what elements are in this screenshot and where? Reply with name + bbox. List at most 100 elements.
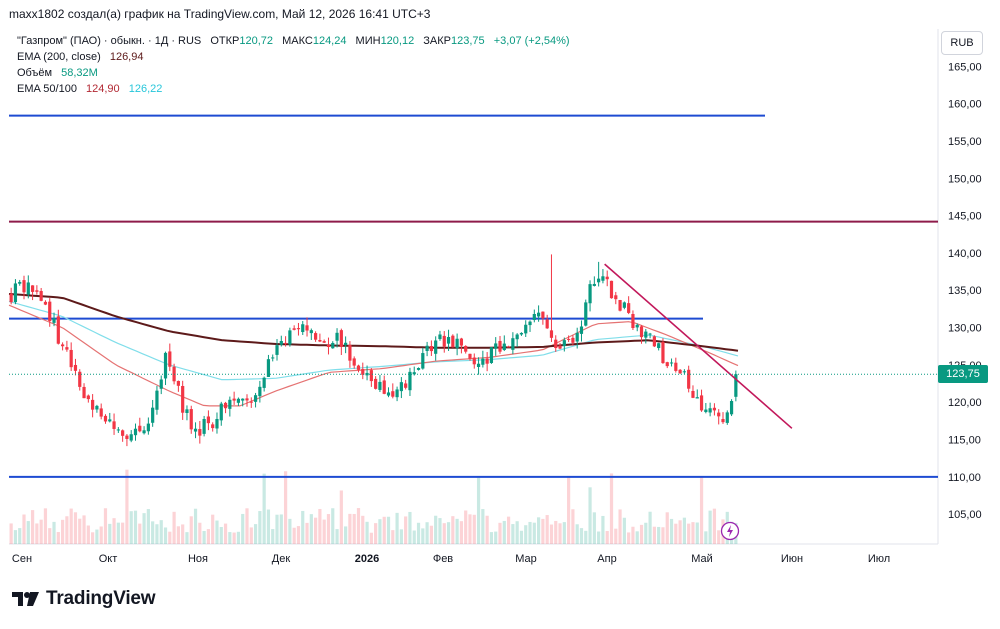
candle-body[interactable] — [605, 276, 609, 280]
candle-body[interactable] — [202, 419, 206, 434]
candle-body[interactable] — [416, 368, 421, 370]
candle-body[interactable] — [717, 412, 721, 417]
candle-body[interactable] — [592, 283, 596, 286]
candle-body[interactable] — [48, 301, 52, 322]
candle-body[interactable] — [193, 428, 198, 432]
candle-body[interactable] — [661, 342, 665, 364]
candle-body[interactable] — [399, 382, 403, 392]
candle-body[interactable] — [541, 311, 545, 319]
candle-body[interactable] — [249, 401, 253, 403]
candle-body[interactable] — [459, 338, 464, 346]
candle-body[interactable] — [729, 401, 734, 415]
candle-body[interactable] — [26, 282, 30, 295]
candle-body[interactable] — [151, 407, 155, 423]
candle-body[interactable] — [116, 429, 120, 431]
candle-body[interactable] — [657, 343, 661, 349]
candle-body[interactable] — [446, 336, 451, 344]
candle-body[interactable] — [155, 390, 159, 410]
candle-body[interactable] — [464, 345, 468, 352]
candle-body[interactable] — [562, 340, 566, 347]
candle-body[interactable] — [601, 276, 605, 281]
candle-body[interactable] — [309, 330, 313, 334]
candle-body[interactable] — [669, 362, 674, 364]
candle-body[interactable] — [206, 416, 211, 424]
candle-body[interactable] — [378, 381, 382, 390]
candle-body[interactable] — [223, 402, 228, 409]
candle-body[interactable] — [95, 405, 99, 410]
candle-body[interactable] — [61, 344, 65, 347]
candle-body[interactable] — [545, 319, 549, 329]
candle-body[interactable] — [262, 377, 266, 388]
candle-body[interactable] — [532, 314, 536, 321]
candle-body[interactable] — [99, 408, 103, 417]
candle-body[interactable] — [22, 280, 26, 293]
candles[interactable] — [9, 254, 738, 447]
price-axis[interactable]: 165,00 160,00 155,00 150,00 145,00 140,00 135,… — [948, 61, 982, 521]
candle-body[interactable] — [198, 429, 202, 436]
candle-body[interactable] — [391, 391, 395, 397]
candle-body[interactable] — [468, 353, 472, 359]
candle-body[interactable] — [725, 412, 729, 423]
candle-body[interactable] — [163, 352, 168, 379]
candle-body[interactable] — [369, 370, 373, 382]
candle-body[interactable] — [112, 421, 116, 429]
candle-body[interactable] — [185, 409, 189, 414]
candle-body[interactable] — [146, 423, 150, 432]
candle-body[interactable] — [78, 371, 82, 387]
candle-body[interactable] — [219, 403, 223, 421]
candle-body[interactable] — [502, 343, 506, 351]
candle-body[interactable] — [301, 324, 305, 333]
candle-body[interactable] — [314, 333, 318, 340]
candle-body[interactable] — [52, 318, 56, 323]
trendline[interactable] — [604, 263, 793, 429]
candle-body[interactable] — [245, 398, 249, 401]
candle-body[interactable] — [554, 339, 558, 349]
candle-body[interactable] — [567, 338, 571, 340]
candle-body[interactable] — [476, 363, 481, 367]
time-axis[interactable]: Сен Окт Ноя Дек 2026 Фев Мар Апр Май Июн Июл — [12, 553, 890, 565]
candle-body[interactable] — [82, 386, 86, 399]
candle-body[interactable] — [69, 349, 73, 368]
candle-body[interactable] — [511, 338, 515, 350]
legend-ema200-row[interactable]: EMA (200, close) 126,94 — [17, 49, 570, 65]
candle-body[interactable] — [481, 358, 485, 365]
candle-body[interactable] — [236, 398, 241, 403]
candle-body[interactable] — [549, 330, 554, 338]
candle-body[interactable] — [455, 338, 459, 349]
candle-body[interactable] — [318, 340, 322, 342]
symbol-label[interactable]: "Газпром" (ПАО) · обыкн. · 1Д · RUS — [17, 35, 202, 47]
candle-body[interactable] — [65, 347, 69, 350]
candle-body[interactable] — [648, 333, 652, 335]
candle-body[interactable] — [682, 371, 686, 373]
candle-body[interactable] — [168, 351, 172, 367]
candle-body[interactable] — [43, 301, 48, 305]
candle-body[interactable] — [348, 344, 352, 361]
candle-body[interactable] — [408, 371, 412, 391]
candle-body[interactable] — [189, 409, 193, 430]
candle-body[interactable] — [159, 379, 163, 389]
candle-body[interactable] — [103, 415, 108, 422]
candle-body[interactable] — [253, 395, 258, 402]
candle-body[interactable] — [627, 303, 631, 313]
candle-body[interactable] — [108, 419, 112, 422]
candle-body[interactable] — [695, 397, 699, 399]
candle-body[interactable] — [614, 295, 618, 300]
candle-body[interactable] — [275, 345, 279, 355]
candle-body[interactable] — [241, 398, 245, 401]
candle-body[interactable] — [288, 330, 292, 345]
legend-volume-row[interactable]: Объём 58,32M — [17, 65, 570, 81]
candle-body[interactable] — [494, 343, 498, 349]
candle-body[interactable] — [678, 369, 682, 374]
candle-body[interactable] — [639, 326, 644, 338]
candle-body[interactable] — [609, 280, 614, 299]
currency-button[interactable]: RUB — [941, 31, 983, 55]
candle-body[interactable] — [138, 425, 142, 432]
candle-body[interactable] — [442, 335, 446, 347]
candle-body[interactable] — [283, 342, 288, 344]
candle-body[interactable] — [597, 278, 601, 283]
candle-body[interactable] — [326, 344, 331, 348]
candle-body[interactable] — [339, 330, 343, 347]
candle-body[interactable] — [434, 340, 438, 354]
candle-body[interactable] — [352, 358, 356, 366]
candle-body[interactable] — [519, 332, 524, 335]
